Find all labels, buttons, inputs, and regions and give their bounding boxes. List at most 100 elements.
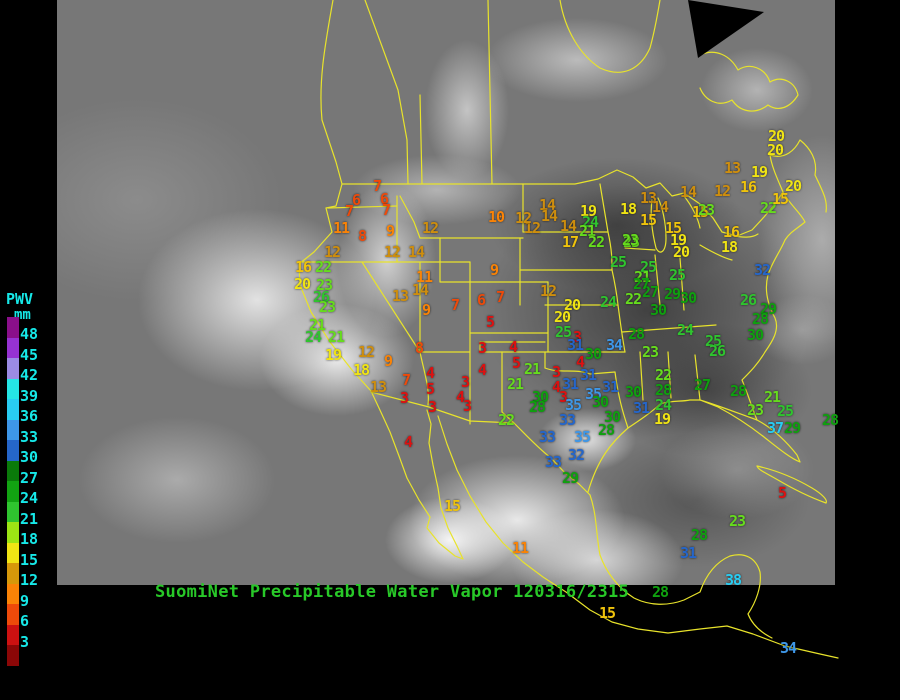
station-value: 28 — [528, 398, 546, 416]
station-value: 12 — [357, 343, 375, 361]
station-value: 20 — [784, 177, 802, 195]
station-value: 22 — [497, 411, 515, 429]
station-value: 16 — [294, 258, 312, 276]
station-value: 3 — [460, 373, 470, 391]
station-value: 33 — [544, 453, 562, 471]
station-value: 13 — [369, 378, 387, 396]
station-value: 21 — [506, 375, 524, 393]
legend-swatch — [7, 419, 19, 441]
station-value: 34 — [605, 336, 623, 354]
station-value: 22 — [624, 290, 642, 308]
legend-tick-label: 33 — [20, 427, 39, 446]
legend-tick-label: 36 — [20, 407, 39, 425]
legend-tick-label: 24 — [20, 489, 39, 507]
station-value: 28 — [821, 411, 839, 429]
station-value: 29 — [783, 419, 801, 437]
station-value: 23 — [315, 276, 333, 294]
station-value: 12 — [713, 182, 731, 200]
legend-swatch — [7, 542, 19, 564]
station-value: 31 — [561, 375, 579, 393]
station-value: 10 — [487, 208, 505, 226]
station-value: 4 — [455, 388, 465, 406]
station-value: 14 — [407, 243, 425, 261]
station-value: 20 — [767, 127, 785, 145]
station-value: 27 — [641, 283, 659, 301]
station-value: 18 — [720, 238, 738, 256]
legend-swatch — [7, 563, 19, 584]
station-value: 23 — [746, 401, 764, 419]
station-value: 7 — [495, 288, 505, 306]
station-value: 15 — [639, 211, 657, 229]
legend-title: PWV — [6, 290, 34, 308]
legend-tick-label: 21 — [20, 509, 39, 528]
station-value: 37 — [766, 419, 784, 437]
station-value: 18 — [619, 200, 637, 218]
station-value: 27 — [693, 376, 711, 394]
station-value: 3 — [477, 339, 487, 357]
station-value: 7 — [450, 296, 460, 314]
station-value: 24 — [654, 396, 672, 414]
legend-tick-label: 15 — [20, 550, 39, 569]
station-value: 31 — [579, 366, 597, 384]
station-value: 27 — [632, 275, 650, 293]
station-value: 7 — [401, 371, 411, 389]
station-value: 25 — [609, 253, 627, 271]
legend-tick-label: 9 — [20, 591, 30, 610]
station-value: 14 — [540, 207, 558, 225]
station-value: 15 — [691, 203, 709, 221]
station-value: 25 — [668, 266, 686, 284]
station-value: 31 — [601, 378, 619, 396]
station-value: 3 — [558, 388, 568, 406]
station-value: 4 — [477, 361, 487, 379]
station-value: 29 — [759, 300, 777, 318]
station-value: 20 — [293, 275, 311, 293]
station-value: 6 — [379, 190, 389, 208]
station-value: 14 — [559, 217, 577, 235]
station-value: 11 — [332, 219, 350, 237]
station-value: 28 — [654, 381, 672, 399]
legend-tick-label: 39 — [20, 386, 39, 405]
station-value: 21 — [523, 360, 541, 378]
legend-tick-label: 27 — [20, 468, 39, 487]
station-value: 4 — [508, 338, 518, 356]
station-value: 15 — [664, 219, 682, 237]
station-value: 20 — [563, 296, 581, 314]
station-value: 22 — [759, 199, 777, 217]
station-value: 5 — [511, 354, 521, 372]
station-value: 9 — [383, 352, 393, 370]
legend-swatch — [7, 501, 19, 523]
station-value: 30 — [531, 388, 549, 406]
station-value: 4 — [403, 433, 413, 451]
station-value: 28 — [651, 583, 669, 601]
station-value: 20 — [766, 141, 784, 159]
legend-tick-label: 45 — [20, 345, 39, 364]
station-value: 30 — [584, 345, 602, 363]
station-value: 30 — [679, 289, 697, 307]
station-value: 4 — [425, 364, 435, 382]
station-value: 14 — [411, 281, 429, 299]
legend-swatch — [7, 481, 19, 502]
station-value: 28 — [627, 325, 645, 343]
station-value: 28 — [690, 526, 708, 544]
station-value: 3 — [551, 363, 561, 381]
station-value: 19 — [324, 346, 342, 364]
station-value: 21 — [763, 388, 781, 406]
station-value: 19 — [653, 410, 671, 428]
station-value: 15 — [443, 497, 461, 515]
station-value: 26 — [739, 291, 757, 309]
legend-tick-label: 42 — [20, 366, 39, 384]
legend-swatch — [7, 440, 19, 461]
station-value: 26 — [312, 288, 330, 306]
station-value: 12 — [523, 219, 541, 237]
legend-swatch — [7, 645, 19, 666]
legend-tick-label: 3 — [20, 632, 30, 651]
station-value: 21 — [633, 268, 651, 286]
station-value: 24 — [599, 293, 617, 311]
station-value: 3 — [427, 398, 437, 416]
station-value: 8 — [414, 339, 424, 357]
station-value: 25 — [704, 332, 722, 350]
station-value: 34 — [779, 639, 797, 657]
station-value: 22 — [587, 233, 605, 251]
legend-swatch — [7, 583, 19, 605]
